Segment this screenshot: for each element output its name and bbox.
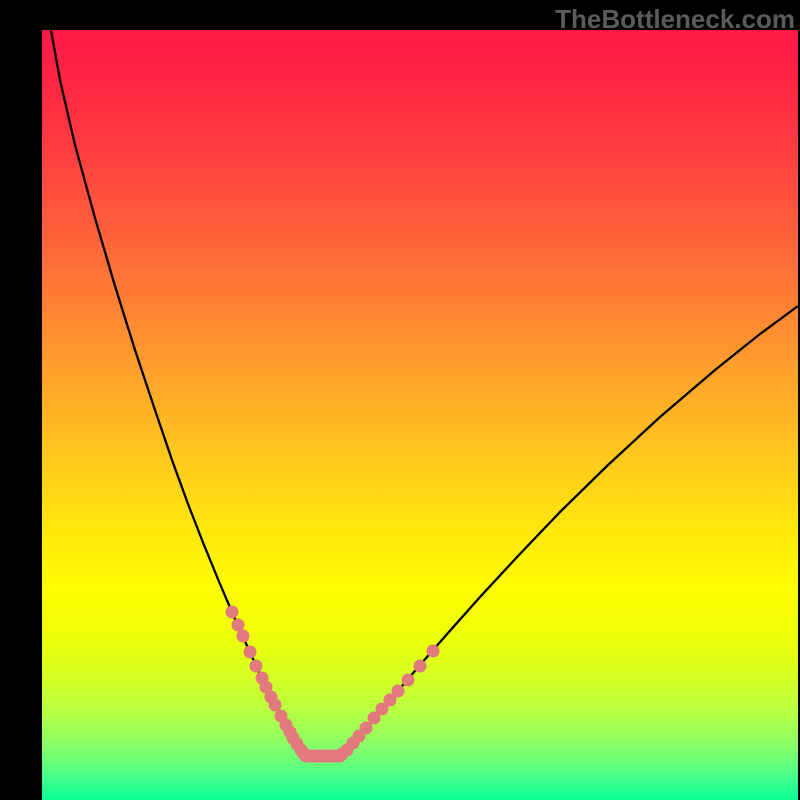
marker-point (226, 606, 239, 619)
marker-point (250, 660, 263, 673)
marker-point (427, 645, 440, 658)
chart-container: { "image": { "width": 800, "height": 800… (0, 0, 800, 800)
watermark-text: TheBottleneck.com (555, 4, 795, 35)
bottleneck-chart (0, 0, 800, 800)
marker-point (298, 748, 311, 761)
plot-background (42, 30, 798, 800)
marker-point (244, 646, 257, 659)
marker-point (269, 699, 282, 712)
marker-point (392, 685, 405, 698)
marker-point (414, 660, 427, 673)
marker-point (237, 630, 250, 643)
marker-point (402, 674, 415, 687)
